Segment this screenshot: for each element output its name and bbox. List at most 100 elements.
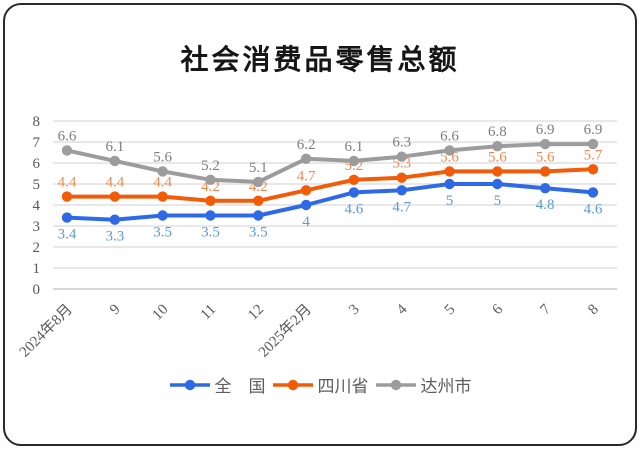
y-tick-label-7: 7 [33, 135, 41, 151]
data-label-national-6: 4.6 [345, 201, 364, 217]
x-tick-label-7: 4 [394, 301, 411, 318]
y-tick-label-3: 3 [33, 219, 41, 235]
series-line-sichuan [65, 167, 595, 203]
data-label-national-0: 3.4 [58, 227, 77, 243]
data-point-dazhou-0 [61, 145, 73, 156]
x-tick-label-2: 10 [150, 302, 172, 324]
chart-frame [3, 3, 637, 446]
data-point-national-10 [539, 183, 551, 194]
data-point-dazhou-1 [109, 155, 121, 167]
legend-label-dazhou: 达州市 [420, 377, 472, 396]
data-point-national-0 [61, 212, 73, 223]
data-label-national-9: 5 [494, 193, 502, 209]
data-label-dazhou-8: 6.6 [440, 128, 459, 144]
data-label-dazhou-0: 6.6 [58, 128, 77, 144]
data-point-national-11 [587, 187, 599, 198]
x-tick-label-9: 6 [490, 301, 507, 318]
data-label-national-1: 3.3 [105, 229, 124, 245]
data-point-sichuan-2 [157, 191, 168, 202]
data-label-national-3: 3.5 [201, 225, 220, 241]
data-label-dazhou-1: 6.1 [105, 139, 124, 155]
data-label-sichuan-10: 5.6 [536, 149, 555, 165]
data-point-sichuan-1 [109, 191, 121, 202]
legend-label-sichuan: 四川省 [317, 377, 369, 396]
data-label-national-4: 3.5 [249, 225, 268, 241]
data-point-dazhou-6 [348, 155, 360, 167]
data-label-sichuan-11: 5.7 [584, 147, 603, 163]
series-line-national [65, 182, 595, 222]
data-point-sichuan-4 [253, 195, 264, 206]
data-point-dazhou-5 [300, 153, 312, 164]
legend-marker-dazhou [375, 379, 416, 390]
data-point-sichuan-5 [300, 185, 312, 196]
x-tick-label-10: 7 [537, 301, 554, 318]
data-label-national-11: 4.6 [584, 201, 603, 217]
x-tick-label-8: 5 [442, 302, 459, 319]
data-point-sichuan-0 [61, 191, 73, 202]
data-point-national-6 [348, 187, 360, 198]
data-point-national-4 [253, 210, 264, 221]
data-label-national-5: 4 [302, 214, 310, 230]
x-tick-label-11: 8 [585, 302, 602, 319]
data-point-national-3 [205, 210, 216, 221]
data-point-sichuan-9 [492, 166, 503, 177]
data-label-sichuan-1: 4.4 [105, 175, 124, 191]
legend-marker-national [169, 379, 210, 390]
data-label-sichuan-5: 4.7 [297, 168, 316, 184]
y-tick-label-1: 1 [33, 261, 41, 277]
data-point-sichuan-7 [396, 172, 407, 183]
data-label-dazhou-7: 6.3 [392, 135, 411, 151]
data-point-sichuan-11 [587, 164, 599, 175]
data-label-dazhou-9: 6.8 [488, 124, 507, 140]
y-tick-label-8: 8 [33, 114, 41, 130]
chart-legend: 全 国 四川省 达州市 [0, 372, 640, 397]
data-label-sichuan-3: 4.2 [201, 179, 220, 195]
series-line-dazhou [65, 142, 595, 184]
legend-item-dazhou: 达州市 [375, 372, 472, 397]
y-tick-label-6: 6 [33, 156, 41, 172]
data-point-dazhou-11 [587, 138, 599, 150]
data-label-national-10: 4.8 [536, 197, 555, 213]
data-point-dazhou-2 [157, 166, 168, 177]
data-label-sichuan-0: 4.4 [58, 175, 77, 191]
data-point-dazhou-10 [539, 138, 551, 150]
data-point-national-7 [396, 185, 407, 196]
data-label-sichuan-9: 5.6 [488, 149, 507, 165]
y-tick-label-0: 0 [33, 282, 41, 298]
data-label-sichuan-7: 5.3 [392, 156, 411, 172]
data-label-dazhou-6: 6.1 [345, 139, 364, 155]
data-point-sichuan-8 [444, 166, 455, 177]
x-tick-label-3: 11 [198, 302, 220, 324]
data-point-dazhou-8 [444, 145, 455, 156]
data-label-dazhou-2: 5.6 [153, 149, 172, 165]
data-point-national-1 [109, 214, 121, 225]
x-tick-label-0: 2024年8月 [16, 301, 76, 361]
data-point-national-2 [157, 210, 168, 221]
data-label-dazhou-5: 6.2 [297, 137, 316, 153]
y-tick-label-2: 2 [33, 240, 41, 256]
y-tick-label-4: 4 [33, 198, 41, 214]
y-tick-label-5: 5 [33, 177, 41, 193]
data-label-national-2: 3.5 [153, 225, 172, 241]
legend-item-sichuan: 四川省 [272, 372, 369, 397]
data-point-dazhou-3 [205, 174, 216, 185]
data-point-national-8 [444, 178, 455, 190]
chart-title: 社会消费品零售总额 [180, 44, 460, 75]
data-point-national-5 [300, 199, 312, 211]
data-point-sichuan-6 [348, 174, 360, 185]
legend-marker-sichuan [272, 379, 313, 390]
x-tick-label-4: 12 [245, 302, 267, 324]
x-tick-label-1: 9 [107, 302, 124, 319]
data-point-national-9 [492, 178, 503, 190]
data-label-sichuan-2: 4.4 [153, 175, 172, 191]
x-tick-label-5: 2025年2月 [255, 301, 315, 361]
legend-label-national: 全 国 [214, 377, 266, 396]
data-label-dazhou-3: 5.2 [201, 158, 220, 174]
data-point-dazhou-9 [492, 141, 503, 152]
data-label-dazhou-4: 5.1 [249, 160, 268, 176]
data-label-sichuan-8: 5.6 [440, 149, 459, 165]
legend-item-national: 全 国 [169, 372, 266, 397]
x-tick-label-6: 3 [346, 302, 363, 319]
data-point-dazhou-7 [396, 151, 407, 162]
